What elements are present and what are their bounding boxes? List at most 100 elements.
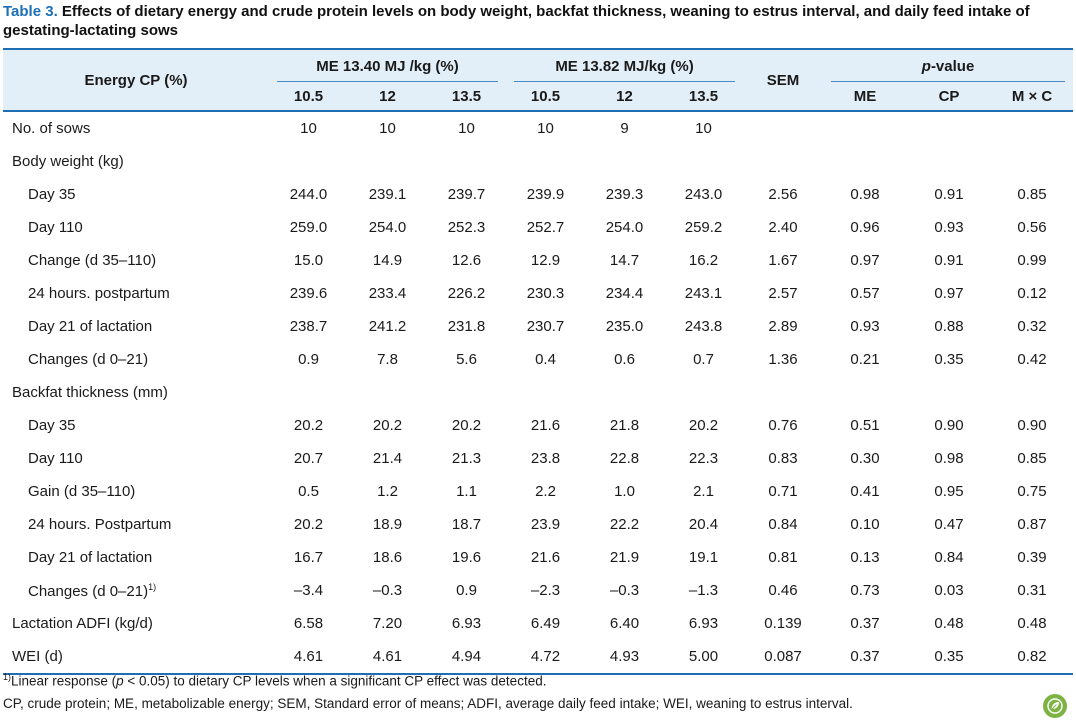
table-cell: 21.9 <box>609 549 640 566</box>
table-caption: Effects of dietary energy and crude prot… <box>3 3 1030 39</box>
table-cell: 0.9 <box>456 582 477 599</box>
p-col-header-mxc: M × C <box>1011 87 1053 105</box>
table-cell: 6.93 <box>688 615 719 632</box>
table-cell: 14.7 <box>609 252 640 269</box>
data-table: Energy CP (%) ME 13.40 MJ /kg (%) ME 13.… <box>3 48 1074 675</box>
table-cell: 254.0 <box>368 219 407 236</box>
table-cell: 0.37 <box>850 648 880 665</box>
table-row: Body weight (kg) <box>3 145 1073 178</box>
table-cell: 243.8 <box>684 318 723 335</box>
table-cell: 259.0 <box>289 219 328 236</box>
table-cell: 4.93 <box>609 648 640 665</box>
row-label: 24 hours. Postpartum <box>28 516 172 533</box>
row-label: Day 21 of lactation <box>28 549 153 566</box>
table-cell <box>907 376 991 409</box>
table-cell <box>743 111 823 145</box>
table-cell: 2.40 <box>768 219 798 236</box>
table-cell: 0.10 <box>850 516 880 533</box>
table-cell: 18.7 <box>451 516 482 533</box>
table-cell: 0.83 <box>768 450 798 467</box>
table-cell: 0.31 <box>1017 582 1047 599</box>
row-label: Day 21 of lactation <box>28 318 153 335</box>
table-cell: 239.1 <box>368 186 407 203</box>
table-cell: 6.58 <box>293 615 324 632</box>
cp-level-header: 10.5 <box>530 87 561 105</box>
table-cell: 235.0 <box>605 318 644 335</box>
table-row: Backfat thickness (mm) <box>3 376 1073 409</box>
table-cell <box>823 111 907 145</box>
header-row-1: Energy CP (%) ME 13.40 MJ /kg (%) ME 13.… <box>3 49 1074 89</box>
table-cell: 0.95 <box>934 483 964 500</box>
table-cell: 0.39 <box>1017 549 1047 566</box>
table-cell: 10 <box>537 120 554 137</box>
row-label: Change (d 35–110) <box>28 252 157 269</box>
table-cell: 2.1 <box>693 483 714 500</box>
table-row: WEI (d) 4.61 4.61 4.94 4.72 4.93 5.00 0.087 0.37… <box>3 640 1074 674</box>
table-row: 24 hours. postpartum 239.6 233.4 226.2 230.3… <box>3 277 1073 310</box>
table-cell: 238.7 <box>289 318 328 335</box>
table-cell: 0.47 <box>934 516 964 533</box>
table-cell: 0.13 <box>850 549 880 566</box>
table-cell: 18.6 <box>372 549 403 566</box>
leaf-seal-icon <box>1043 694 1067 718</box>
group-header-me-13-40: ME 13.40 MJ /kg (%) <box>269 49 506 82</box>
table-cell: 226.2 <box>447 285 486 302</box>
table-cell: 0.7 <box>693 351 714 368</box>
table-cell: 244.0 <box>289 186 328 203</box>
table-cell: 0.98 <box>934 450 964 467</box>
table-cell <box>991 376 1073 409</box>
table-cell: 2.57 <box>768 285 798 302</box>
table-cell: 5.6 <box>456 351 477 368</box>
table-cell: 21.8 <box>609 417 640 434</box>
table-cell: 0.97 <box>850 252 880 269</box>
table-row: No. of sows 10 10 10 10 9 10 <box>3 111 1073 145</box>
table-cell: 21.6 <box>530 417 561 434</box>
table-cell: 0.56 <box>1017 219 1047 236</box>
table-cell: 21.3 <box>451 450 482 467</box>
table-cell: 0.98 <box>850 186 880 203</box>
cp-level-header: 10.5 <box>293 87 324 105</box>
table-cell: 254.0 <box>605 219 644 236</box>
table-cell: 0.6 <box>614 351 635 368</box>
table-cell: 10 <box>458 120 475 137</box>
row-label: Day 110 <box>28 219 83 236</box>
table-row: 24 hours. Postpartum 20.2 18.9 18.7 23.9 22.2… <box>3 508 1073 541</box>
row-label: Changes (d 0–21) <box>28 351 149 368</box>
table-cell: 4.94 <box>451 648 482 665</box>
table-cell: 0.82 <box>1017 648 1047 665</box>
table-cell: 0.9 <box>298 351 319 368</box>
row-label: Backfat thickness (mm) <box>12 384 168 401</box>
table-cell: 0.81 <box>768 549 798 566</box>
table-row: Day 110 259.0 254.0 252.3 252.7 254.0 259.2 2.4… <box>3 211 1073 244</box>
table-cell: –0.3 <box>609 582 640 599</box>
table-cell <box>907 111 991 145</box>
table-cell: 20.2 <box>293 417 324 434</box>
table-cell: 0.90 <box>1017 417 1047 434</box>
table-cell <box>991 145 1073 178</box>
table-cell: 0.41 <box>850 483 880 500</box>
table-cell: 0.37 <box>850 615 880 632</box>
table-cell: 0.93 <box>934 219 964 236</box>
table-cell: 0.51 <box>850 417 880 434</box>
table-cell: 230.3 <box>526 285 565 302</box>
table-cell: 0.46 <box>768 582 798 599</box>
table-cell: 0.97 <box>934 285 964 302</box>
table-cell: 0.85 <box>1017 450 1047 467</box>
table-cell: 1.1 <box>456 483 477 500</box>
table-cell <box>664 376 743 409</box>
table-row: Changes (d 0–21)1) –3.4 –0.3 0.9 –2.3 –0.3 –1.… <box>3 574 1073 607</box>
table-cell: 243.1 <box>684 285 723 302</box>
table-body: No. of sows 10 10 10 10 9 10 Body weight (kg) Da… <box>3 111 1074 674</box>
table-cell: 6.93 <box>451 615 482 632</box>
table-cell: 234.4 <box>605 285 644 302</box>
table-cell <box>585 145 664 178</box>
table-cell: 20.4 <box>688 516 719 533</box>
table-row: Change (d 35–110) 15.0 14.9 12.6 12.9 14.7 16.… <box>3 244 1073 277</box>
table-cell: 0.88 <box>934 318 964 335</box>
table-cell <box>664 145 743 178</box>
table-cell: 23.8 <box>530 450 561 467</box>
table-cell <box>506 376 585 409</box>
table-cell: 1.36 <box>768 351 798 368</box>
table-cell: 0.87 <box>1017 516 1047 533</box>
table-cell <box>427 145 506 178</box>
